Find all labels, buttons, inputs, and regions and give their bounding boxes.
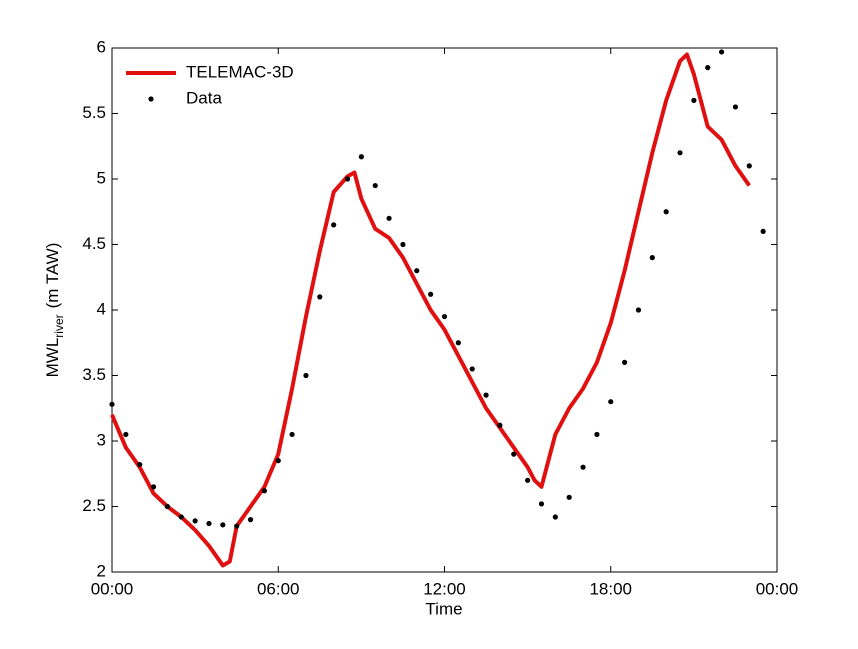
data-point: [220, 522, 226, 528]
y-label-main: MWL: [43, 338, 62, 378]
data-point: [414, 268, 420, 274]
data-point: [538, 501, 545, 507]
y-axis-label: MWLriver (m TAW): [43, 243, 66, 378]
data-point: [552, 514, 558, 520]
data-point: [303, 372, 309, 379]
data-point: [441, 313, 448, 320]
data-point: [608, 399, 614, 405]
data-point: [137, 461, 143, 468]
y-tick-label: 5: [97, 168, 106, 187]
data-point: [275, 458, 281, 464]
data-point: [123, 431, 129, 438]
data-point: [746, 163, 752, 169]
data-point: [344, 176, 351, 182]
data-point: [234, 523, 240, 529]
data-point: [372, 182, 378, 189]
x-axis-label: Time: [425, 599, 462, 618]
data-point: [649, 255, 655, 261]
data-point: [400, 241, 406, 248]
model-line: [110, 52, 751, 568]
data-point: [261, 488, 267, 494]
data-point: [247, 517, 254, 523]
data-point: [635, 307, 642, 313]
data-point: [760, 228, 766, 234]
data-point: [732, 104, 739, 110]
data-point: [691, 97, 697, 103]
data-point: [511, 451, 517, 457]
x-tick-label: 00:00: [756, 579, 799, 598]
data-point: [497, 422, 503, 428]
data-point: [663, 209, 669, 215]
data-point: [483, 392, 489, 398]
data-point: [622, 359, 628, 365]
data-point: [178, 514, 184, 520]
x-tick-label: 12:00: [423, 579, 466, 598]
y-tick-label: 4.5: [82, 234, 106, 253]
y-tick-label: 6: [97, 37, 106, 56]
data-point: [109, 401, 115, 407]
data-point: [566, 494, 572, 500]
x-tick-label: 00:00: [91, 579, 134, 598]
data-point: [525, 477, 531, 483]
y-tick-label: 3: [97, 430, 106, 449]
data-point: [580, 464, 586, 470]
data-point: [164, 503, 171, 510]
data-point: [206, 520, 212, 527]
y-tick-label: 3.5: [82, 365, 106, 384]
x-tick-label: 18:00: [589, 579, 632, 598]
data-point: [718, 49, 725, 55]
y-tick-label: 2: [97, 561, 106, 580]
legend-swatch: [148, 96, 154, 102]
data-point: [677, 150, 683, 156]
data-point: [317, 294, 323, 300]
data-point: [386, 215, 392, 221]
data-point: [469, 366, 475, 372]
y-tick-label: 5.5: [82, 103, 106, 122]
plot-frame: [111, 47, 778, 573]
y-tick-label: 2.5: [82, 496, 106, 515]
y-label-sub: river: [52, 314, 66, 337]
data-point: [428, 291, 434, 297]
data-point: [358, 154, 364, 160]
data-point: [455, 340, 461, 346]
data-point: [705, 65, 711, 71]
legend-label: Data: [186, 88, 222, 107]
y-tick-label: 4: [97, 299, 106, 318]
legend-label: TELEMAC-3D: [186, 62, 294, 81]
data-point: [289, 431, 295, 438]
data-point: [150, 484, 157, 490]
x-tick-label: 06:00: [257, 579, 300, 598]
data-point: [331, 222, 337, 228]
data-point: [192, 518, 198, 524]
y-label-unit: (m TAW): [43, 243, 62, 309]
data-point: [594, 431, 600, 438]
